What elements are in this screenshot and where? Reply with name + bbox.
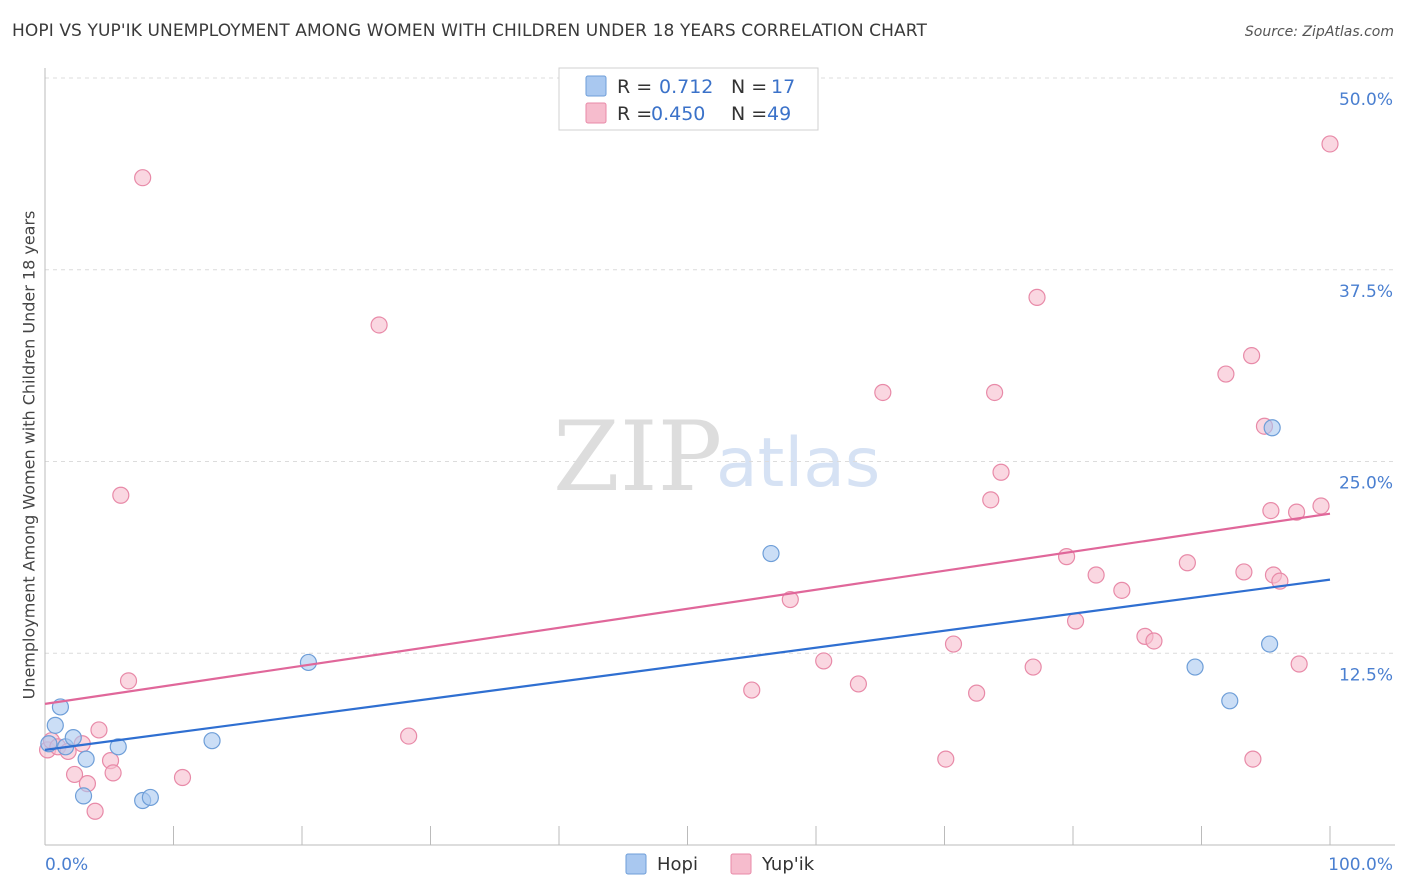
legend-yupik-r-label: R = xyxy=(617,103,652,125)
axes: 12.5% 25.0% 37.5% 50.0% 0.0% 100.0% xyxy=(44,68,1395,875)
hopi-point xyxy=(299,653,318,672)
legend-yupik-r-value: 0.450 xyxy=(651,103,705,125)
legend-hopi-n-label: N = xyxy=(731,76,767,98)
yupik-point xyxy=(173,768,192,787)
hopi-point xyxy=(1261,635,1279,653)
hopi-point xyxy=(64,729,82,747)
yupik-point xyxy=(815,652,833,670)
watermark-zip: ZIP xyxy=(553,401,722,513)
yupik-point xyxy=(743,681,761,699)
yupik-point xyxy=(1244,750,1262,768)
yupik-point xyxy=(134,169,152,187)
hopi-trend-line xyxy=(44,578,1331,751)
series-legend-yupik-swatch xyxy=(730,853,752,875)
yupik-point xyxy=(119,672,138,690)
yupik-trend-line xyxy=(44,512,1331,705)
watermark: ZIP atlas xyxy=(553,401,880,513)
hopi-point xyxy=(77,750,95,768)
yupik-point xyxy=(1312,497,1330,515)
yupik-point xyxy=(992,463,1010,481)
yupik-point xyxy=(944,635,963,653)
legend-hopi-r-value: 0.712 xyxy=(659,76,713,98)
yupik-point xyxy=(1321,135,1339,153)
watermark-atlas: atlas xyxy=(716,424,880,503)
yupik-point xyxy=(1028,288,1046,306)
yupik-point xyxy=(1287,503,1306,521)
yupik-point xyxy=(1262,501,1280,520)
yupik-point xyxy=(1178,554,1196,572)
yupik-point xyxy=(370,316,388,334)
yupik-point xyxy=(1145,632,1163,650)
hopi-point xyxy=(141,788,159,807)
yupik-point xyxy=(400,727,418,745)
y-tick-label: 50.0% xyxy=(1339,90,1393,110)
legend-yupik-n-value: 49 xyxy=(767,103,791,125)
yupik-point xyxy=(1235,563,1253,581)
legend-hopi-r-label: R = xyxy=(617,76,652,98)
y-tick-label: 12.5% xyxy=(1339,665,1393,685)
yupik-point xyxy=(937,750,955,768)
yupik-point xyxy=(968,684,986,702)
chart-title: HOPI VS YUP'IK UNEMPLOYMENT AMONG WOMEN … xyxy=(12,21,927,41)
yupik-point xyxy=(104,764,122,782)
yupik-point xyxy=(1217,365,1235,383)
y-tick-label: 37.5% xyxy=(1339,282,1393,302)
hopi-point xyxy=(762,544,780,563)
yupik-point xyxy=(849,675,868,693)
stats-legend: R = 0.712 N = 17 R = 0.450 N = 49 xyxy=(558,67,819,131)
yupik-point xyxy=(986,383,1004,402)
yupik-point xyxy=(874,383,892,402)
series-legend: Hopi Yup'ik xyxy=(625,853,815,875)
hopi-point xyxy=(203,732,221,750)
yupik-point xyxy=(781,590,799,609)
legend-hopi-n-value: 17 xyxy=(771,76,795,98)
yupik-point xyxy=(1113,581,1131,599)
series-legend-hopi-swatch xyxy=(625,853,647,875)
y-tick-label: 25.0% xyxy=(1339,474,1393,494)
yupik-point xyxy=(1243,347,1261,365)
legend-yupik-swatch xyxy=(585,102,607,124)
series-legend-hopi-label: Hopi xyxy=(657,854,698,875)
hopi-point xyxy=(74,787,93,805)
yupik-point xyxy=(65,765,84,784)
legend-yupik-n-label: N = xyxy=(731,103,767,125)
trend-lines xyxy=(44,512,1331,751)
hopi-point xyxy=(46,716,64,734)
x-tick-label-max: 100.0% xyxy=(1328,855,1393,875)
yupik-point xyxy=(1066,612,1085,630)
hopi-point xyxy=(109,738,127,756)
yupik-point xyxy=(1290,655,1308,673)
yupik-point xyxy=(1087,566,1105,584)
yupik-point xyxy=(86,802,104,820)
yupik-point xyxy=(1024,658,1042,676)
yupik-point xyxy=(90,721,108,739)
yupik-point xyxy=(982,491,1000,509)
x-tick-label-min: 0.0% xyxy=(45,855,88,875)
source-label: Source: ZipAtlas.com xyxy=(1244,24,1394,40)
hopi-point xyxy=(1263,419,1281,437)
yupik-point xyxy=(112,486,130,504)
legend-hopi-swatch xyxy=(585,75,607,97)
hopi-point xyxy=(1221,692,1239,710)
series-legend-yupik-label: Yup'ik xyxy=(761,854,815,875)
hopi-point xyxy=(1186,658,1204,676)
